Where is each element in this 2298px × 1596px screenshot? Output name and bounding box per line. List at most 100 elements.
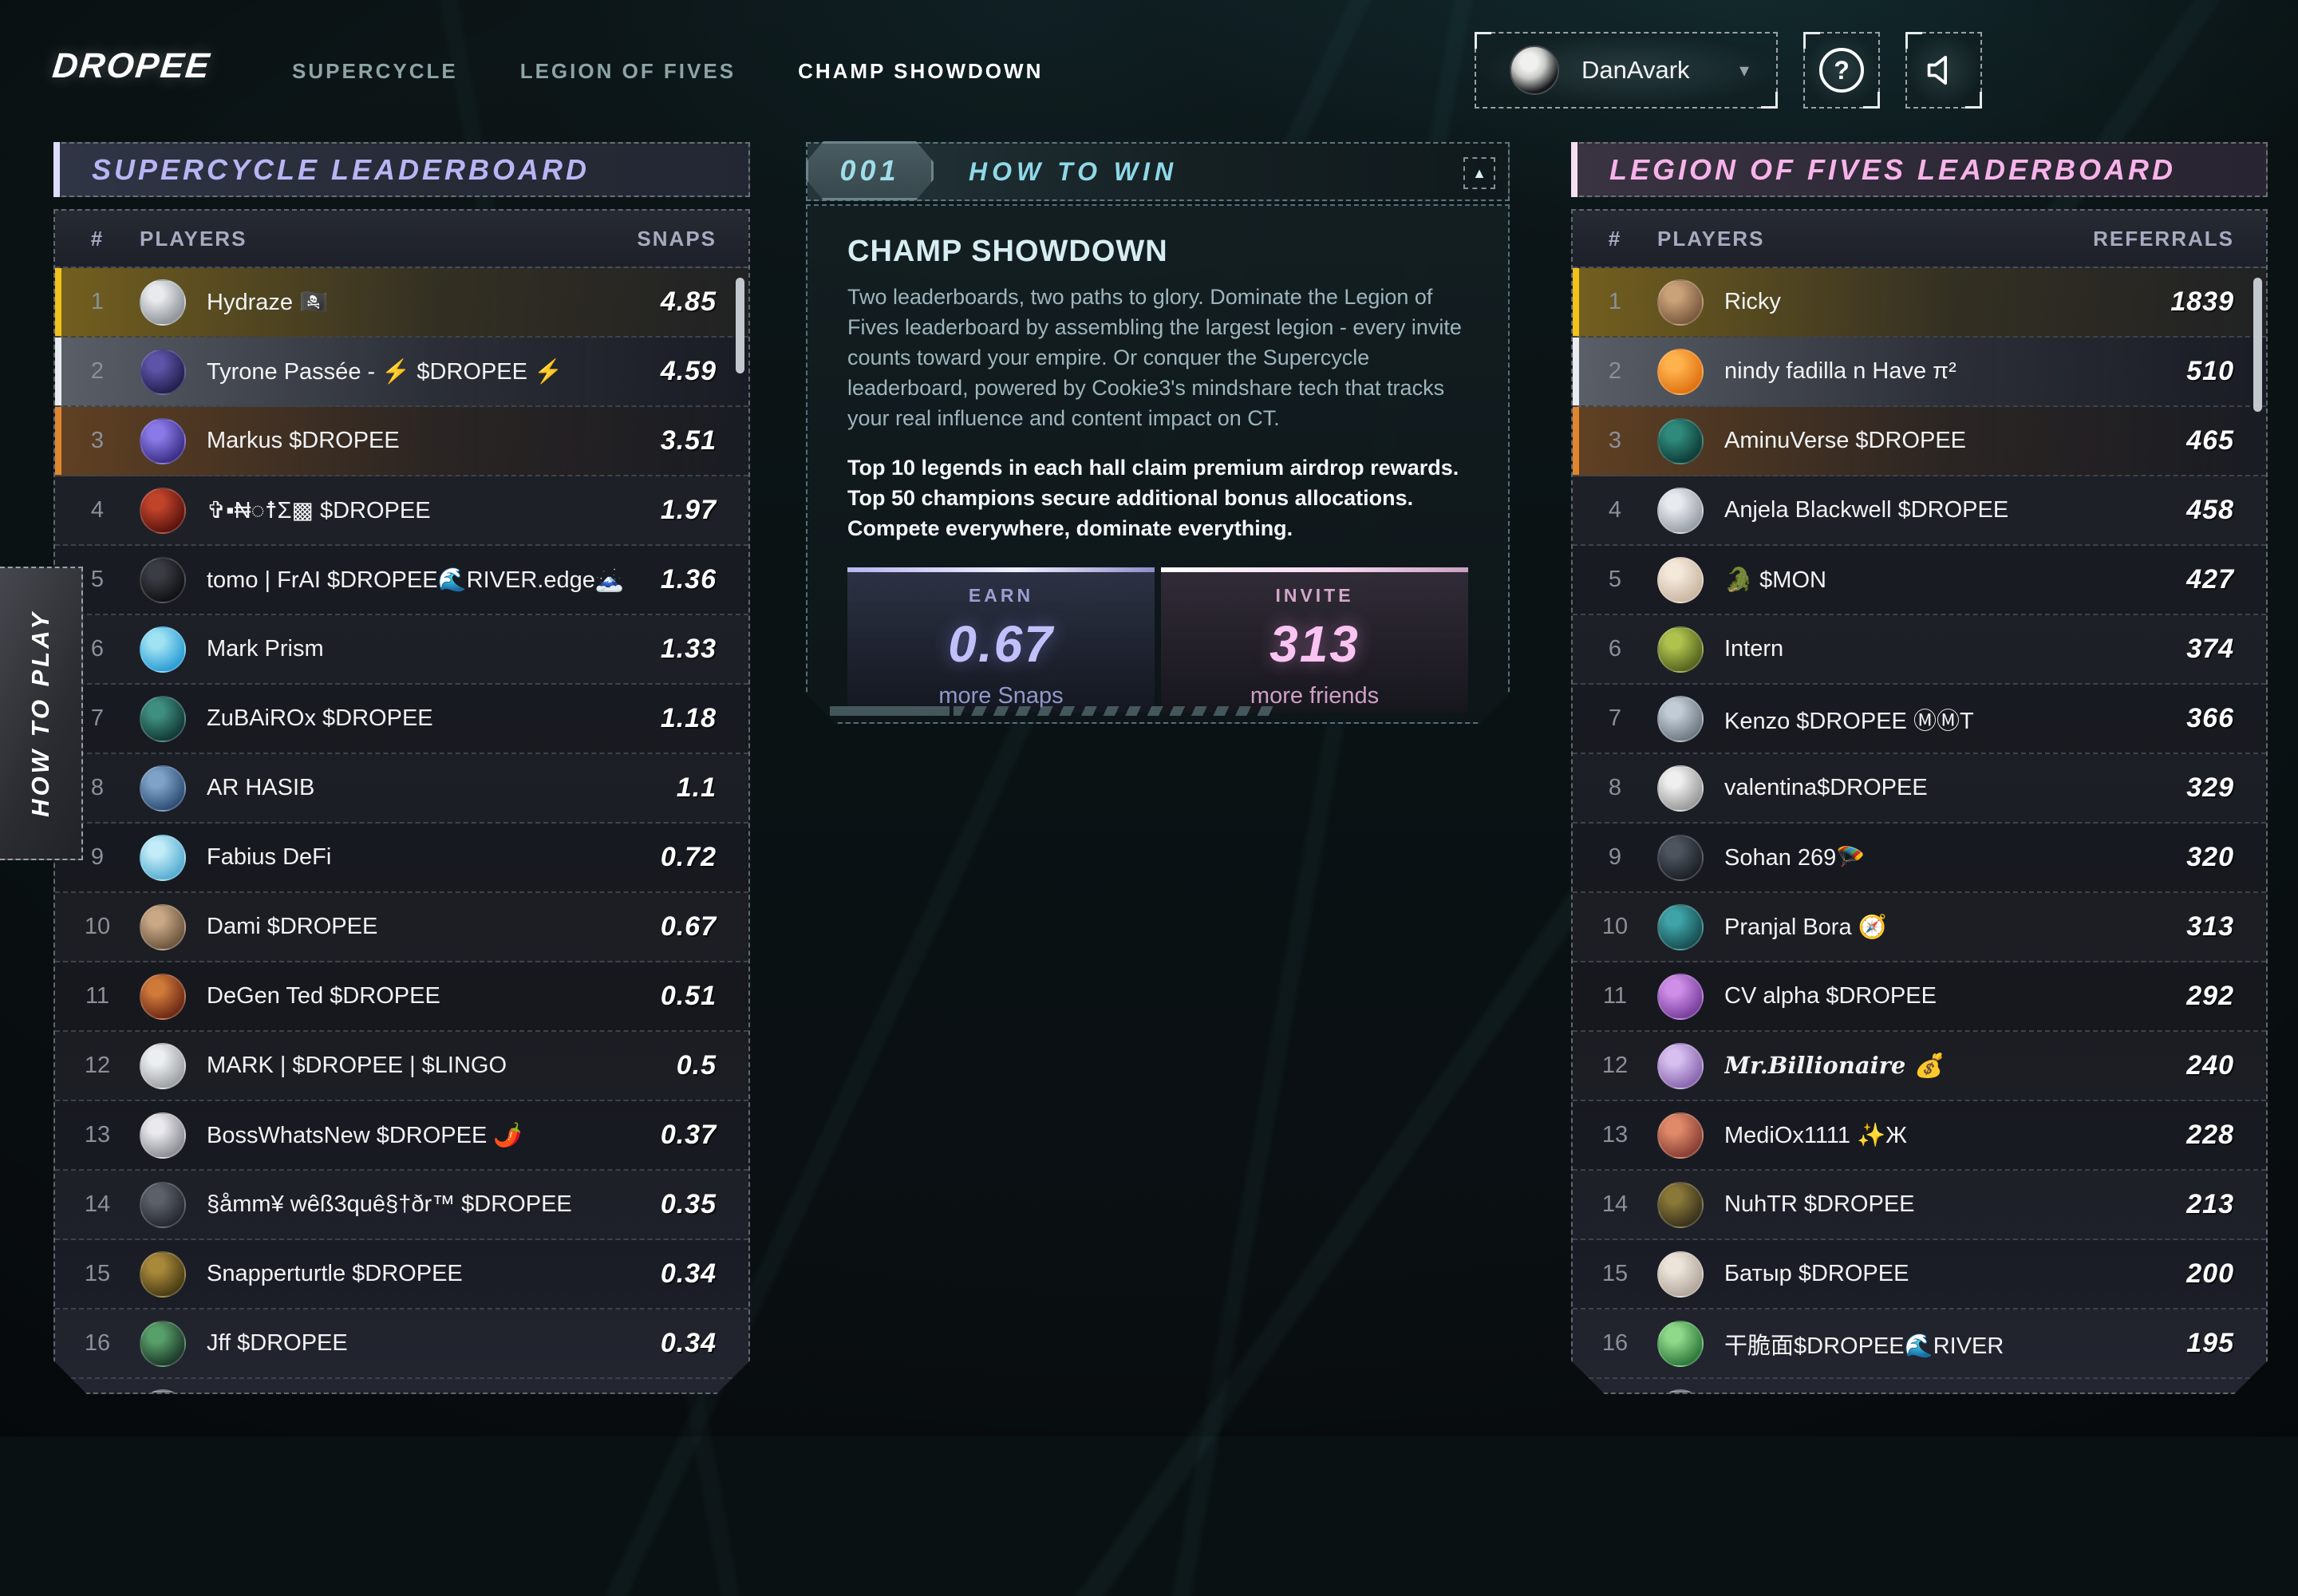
rank-label: 11 [55, 983, 140, 1009]
avatar [1657, 349, 1704, 395]
avatar [1657, 557, 1704, 603]
avatar [140, 765, 186, 812]
avatar [140, 1251, 186, 1298]
collapse-button[interactable]: ▲ [1463, 157, 1495, 189]
table-row[interactable]: 2 Tyrone Passée - ⚡ $DROPEE ⚡ 4.59 [55, 338, 748, 407]
supercycle-leaderboard-panel: SUPERCYCLE LEADERBOARD # PLAYERS SNAPS 1… [53, 142, 750, 1394]
player-name: Markus $DROPEE [207, 428, 661, 454]
table-row[interactable]: 4 ✞▪₦◌☨Σ▩ $DROPEE 1.97 [55, 476, 748, 546]
table-row[interactable]: 2 nindy fadilla n Have π² 510 [1573, 338, 2266, 407]
tab-champ-showdown[interactable]: CHAMP SHOWDOWN [798, 59, 1043, 84]
rank-label: 4 [1573, 497, 1657, 523]
table-row[interactable]: 9 Sohan 269🪂 320 [1573, 824, 2266, 893]
player-name: ZuBAiROx $DROPEE [207, 705, 661, 732]
table-row[interactable]: 5 tomo | FrAI $DROPEE🌊RIVER.edge🗻 1.36 [55, 546, 748, 615]
score-value: 1.36 [661, 564, 717, 595]
username: DanAvark [1581, 56, 1690, 85]
player-name: MediOx1111 ✨Ж [1724, 1122, 2186, 1149]
table-row[interactable]: 10 Dami $DROPEE 0.67 [55, 893, 748, 962]
rank-label: 2 [1573, 358, 1657, 385]
sound-button[interactable] [1905, 32, 1982, 109]
table-row[interactable]: 11 CV alpha $DROPEE 292 [1573, 962, 2266, 1032]
score-value: 240 [2186, 1050, 2234, 1081]
score-value: 0.5 [677, 1050, 717, 1081]
player-name: AR HASIB [207, 775, 677, 801]
earn-card: EARN 0.67 more Snaps [847, 567, 1155, 713]
table-row[interactable]: 7 Kenzo $DROPEE ⓂⓂT 366 [1573, 685, 2266, 754]
champ-showdown-heading: CHAMP SHOWDOWN [847, 235, 1468, 269]
player-name: MARK | $DROPEE | $LINGO [207, 1053, 677, 1079]
table-row[interactable]: 6 Intern 374 [1573, 615, 2266, 685]
rank-label: 14 [1573, 1191, 1657, 1218]
tab-supercycle[interactable]: SUPERCYCLE [292, 59, 458, 84]
tab-legion-of-fives[interactable]: LEGION OF FIVES [520, 59, 736, 84]
table-row[interactable]: 7 ZuBAiROx $DROPEE 1.18 [55, 685, 748, 754]
avatar [1657, 1043, 1704, 1089]
avatar [140, 904, 186, 950]
table-row[interactable]: 3 AminuVerse $DROPEE 465 [1573, 407, 2266, 476]
rank-label: 1 [1573, 289, 1657, 315]
table-row[interactable]: 15 Батыр $DROPEE 200 [1573, 1240, 2266, 1310]
scrollbar-thumb[interactable] [736, 278, 744, 373]
score-value: 1839 [2170, 286, 2234, 318]
table-row[interactable]: 6 Mark Prism 1.33 [55, 615, 748, 685]
table-row[interactable]: 13 MediOx1111 ✨Ж 228 [1573, 1101, 2266, 1171]
player-name: Kenzo $DROPEE ⓂⓂT [1724, 702, 2186, 736]
table-row[interactable]: 9 Fabius DeFi 0.72 [55, 824, 748, 893]
rank-label: 5 [1573, 567, 1657, 593]
legion-leaderboard-table: # PLAYERS REFERRALS 1 Ricky 1839 2 nindy… [1571, 209, 2268, 1394]
table-row[interactable]: 8 valentina$DROPEE 329 [1573, 754, 2266, 824]
avatar [140, 349, 186, 395]
rank-label: 9 [1573, 844, 1657, 871]
table-rows: 1 Ricky 1839 2 nindy fadilla n Have π² 5… [1573, 268, 2266, 1379]
score-value: 1.1 [677, 772, 717, 804]
table-row[interactable]: 10 Pranjal Bora 🧭 313 [1573, 893, 2266, 962]
invite-value: 313 [1161, 614, 1468, 674]
table-header: # PLAYERS SNAPS [55, 211, 748, 268]
score-value: 195 [2186, 1328, 2234, 1359]
speaker-icon [1923, 49, 1964, 91]
invite-card: INVITE 313 more friends [1161, 567, 1468, 713]
table-row[interactable]: 12 MARK | $DROPEE | $LINGO 0.5 [55, 1032, 748, 1101]
table-row[interactable]: 14 NuhTR $DROPEE 213 [1573, 1171, 2266, 1240]
player-name: nindy fadilla n Have π² [1724, 358, 2186, 385]
user-menu[interactable]: DanAvark ▾ [1475, 32, 1778, 109]
table-row[interactable]: 1 Hydraze 🏴‍☠️ 4.85 [55, 268, 748, 338]
avatar [1657, 1182, 1704, 1228]
earn-value: 0.67 [847, 614, 1155, 674]
legion-leaderboard-title-bar: LEGION OF FIVES LEADERBOARD [1571, 142, 2268, 197]
player-name: Sohan 269🪂 [1724, 844, 2186, 871]
table-row[interactable]: 13 BossWhatsNew $DROPEE 🌶️ 0.37 [55, 1101, 748, 1171]
score-value: 1.18 [661, 703, 717, 734]
score-value: 1.33 [661, 634, 717, 665]
table-row[interactable]: 11 DeGen Ted $DROPEE 0.51 [55, 962, 748, 1032]
table-row[interactable]: 16 干脆面$DROPEE🌊RIVER 195 [1573, 1310, 2266, 1379]
table-row[interactable]: 3 Markus $DROPEE 3.51 [55, 407, 748, 476]
avatar [140, 279, 186, 326]
table-row[interactable]: 5 🐊 $MON 427 [1573, 546, 2266, 615]
score-value: 1.97 [661, 495, 717, 526]
help-button[interactable]: ? [1803, 32, 1880, 109]
score-value: 0.51 [661, 981, 717, 1012]
table-row[interactable]: 4 Anjela Blackwell $DROPEE 458 [1573, 476, 2266, 546]
rank-label: 11 [1573, 983, 1657, 1009]
table-row[interactable]: 8 AR HASIB 1.1 [55, 754, 748, 824]
table-row[interactable]: 16 Jff $DROPEE 0.34 [55, 1310, 748, 1379]
table-row[interactable]: 15 Snapperturtle $DROPEE 0.34 [55, 1240, 748, 1310]
player-name: Intern [1724, 636, 2186, 662]
how-to-play-tab[interactable]: HOW TO PLAY [0, 567, 83, 860]
scrollbar-thumb[interactable] [2253, 278, 2262, 412]
avatar [1657, 1321, 1704, 1367]
avatar [140, 1389, 186, 1394]
player-name: Tyrone Passée - ⚡ $DROPEE ⚡ [207, 358, 661, 385]
rank-label: 6 [1573, 636, 1657, 662]
table-row[interactable]: 14 §åmm¥ wêß3quê§†ðr™ $DROPEE 0.35 [55, 1171, 748, 1240]
partial-row [1573, 1379, 2266, 1394]
score-value: 458 [2186, 495, 2234, 526]
table-row[interactable]: 12 Mr.Billionaire 💰 240 [1573, 1032, 2266, 1101]
how-to-play-label: HOW TO PLAY [26, 610, 55, 817]
supercycle-leaderboard-title-bar: SUPERCYCLE LEADERBOARD [53, 142, 750, 197]
player-name: Pranjal Bora 🧭 [1724, 914, 2186, 941]
table-row[interactable]: 1 Ricky 1839 [1573, 268, 2266, 338]
players-column-header: PLAYERS [1657, 227, 2093, 251]
